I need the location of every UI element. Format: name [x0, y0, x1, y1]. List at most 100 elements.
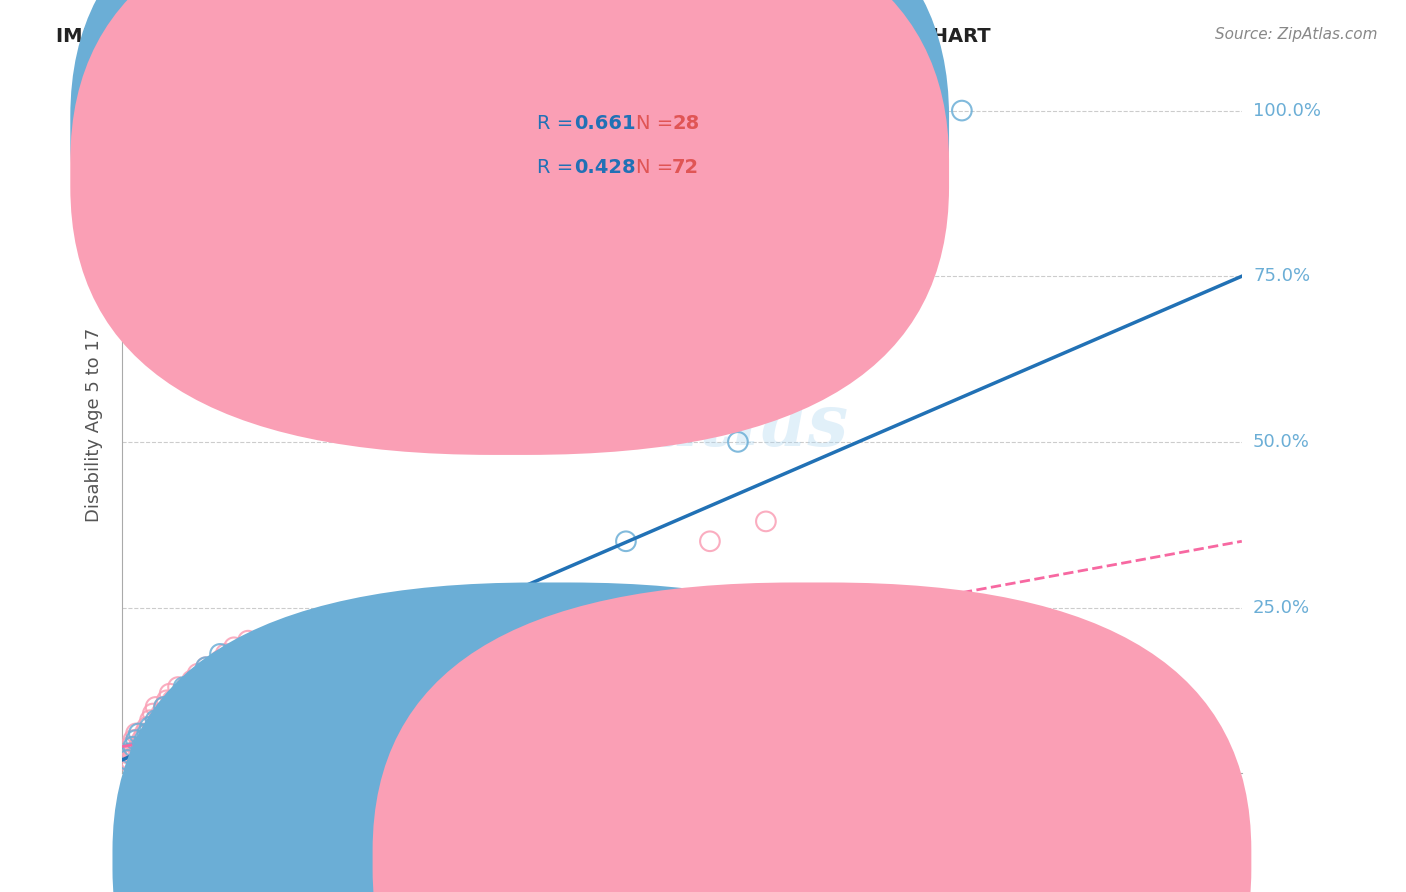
Point	[139, 733, 162, 747]
Point	[145, 713, 167, 727]
Point	[391, 647, 413, 661]
Y-axis label: Disability Age 5 to 17: Disability Age 5 to 17	[86, 328, 103, 523]
Point	[181, 687, 204, 701]
Point	[755, 515, 778, 529]
Point	[139, 720, 162, 734]
Point	[122, 747, 145, 761]
Point	[503, 587, 526, 601]
Text: N =: N =	[636, 158, 679, 178]
Text: Cajuns: Cajuns	[838, 851, 894, 869]
Text: 0.428: 0.428	[574, 158, 636, 178]
Text: 25.0%: 25.0%	[1253, 599, 1310, 616]
Point	[120, 753, 142, 767]
Point	[120, 747, 142, 761]
Point	[278, 627, 301, 641]
Point	[114, 753, 136, 767]
Point	[153, 720, 176, 734]
Point	[614, 534, 637, 549]
Point	[307, 620, 329, 634]
Point	[377, 607, 399, 622]
Point	[335, 633, 357, 648]
Point	[125, 726, 148, 740]
Point	[131, 739, 153, 754]
Text: 50.0%: 50.0%	[1253, 433, 1310, 450]
Point	[190, 673, 212, 688]
Point	[349, 614, 371, 628]
Point	[198, 666, 221, 681]
Point	[167, 680, 190, 694]
Text: 0.0%: 0.0%	[122, 815, 167, 833]
Point	[128, 739, 150, 754]
Point	[159, 706, 181, 721]
Text: N =: N =	[636, 113, 679, 133]
Point	[159, 687, 181, 701]
Point	[136, 726, 159, 740]
Point	[363, 620, 385, 634]
Point	[120, 739, 142, 754]
Point	[236, 633, 259, 648]
Point	[125, 733, 148, 747]
Point	[145, 726, 167, 740]
Point	[530, 600, 553, 615]
Point	[181, 693, 204, 707]
Point	[170, 687, 193, 701]
Point	[153, 700, 176, 714]
Point	[292, 633, 315, 648]
Point	[475, 594, 498, 608]
Point	[321, 627, 343, 641]
Point	[162, 713, 184, 727]
Text: 40.0%: 40.0%	[1185, 815, 1241, 833]
Point	[122, 739, 145, 754]
Point	[162, 693, 184, 707]
Point	[181, 673, 204, 688]
Point	[228, 654, 250, 668]
Point	[134, 733, 156, 747]
Point	[142, 706, 165, 721]
Point	[208, 647, 231, 661]
Point	[250, 654, 273, 668]
Point	[201, 673, 224, 688]
Point	[156, 693, 179, 707]
Point	[222, 666, 245, 681]
Text: R =: R =	[537, 158, 579, 178]
Point	[156, 720, 179, 734]
Point	[173, 706, 195, 721]
Point	[419, 600, 441, 615]
Point	[179, 687, 201, 701]
Point	[278, 640, 301, 655]
Text: 75.0%: 75.0%	[1253, 268, 1310, 285]
Point	[134, 739, 156, 754]
Point	[173, 680, 195, 694]
Point	[167, 706, 190, 721]
Text: Source: ZipAtlas.com: Source: ZipAtlas.com	[1215, 27, 1378, 42]
Point	[122, 733, 145, 747]
Point	[150, 706, 173, 721]
Text: IMMIGRANTS FROM CANADA VS CAJUN DISABILITY AGE 5 TO 17 CORRELATION CHART: IMMIGRANTS FROM CANADA VS CAJUN DISABILI…	[56, 27, 991, 45]
Point	[117, 753, 139, 767]
Point	[447, 607, 470, 622]
Text: Immigrants from Canada: Immigrants from Canada	[576, 851, 783, 869]
Point	[391, 614, 413, 628]
Point	[204, 660, 226, 674]
Point	[447, 620, 470, 634]
Point	[139, 713, 162, 727]
Point	[131, 739, 153, 754]
Point	[187, 666, 209, 681]
Point	[167, 693, 190, 707]
Point	[114, 759, 136, 773]
Point	[128, 726, 150, 740]
Point	[136, 720, 159, 734]
Point	[117, 753, 139, 767]
Point	[136, 733, 159, 747]
Point	[117, 747, 139, 761]
Point	[250, 647, 273, 661]
Point	[173, 693, 195, 707]
Point	[153, 700, 176, 714]
Point	[128, 747, 150, 761]
Text: 28: 28	[672, 113, 699, 133]
Point	[727, 434, 749, 449]
Point	[184, 680, 207, 694]
Point	[950, 103, 973, 118]
Text: 0.661: 0.661	[574, 113, 636, 133]
Text: 72: 72	[672, 158, 699, 178]
